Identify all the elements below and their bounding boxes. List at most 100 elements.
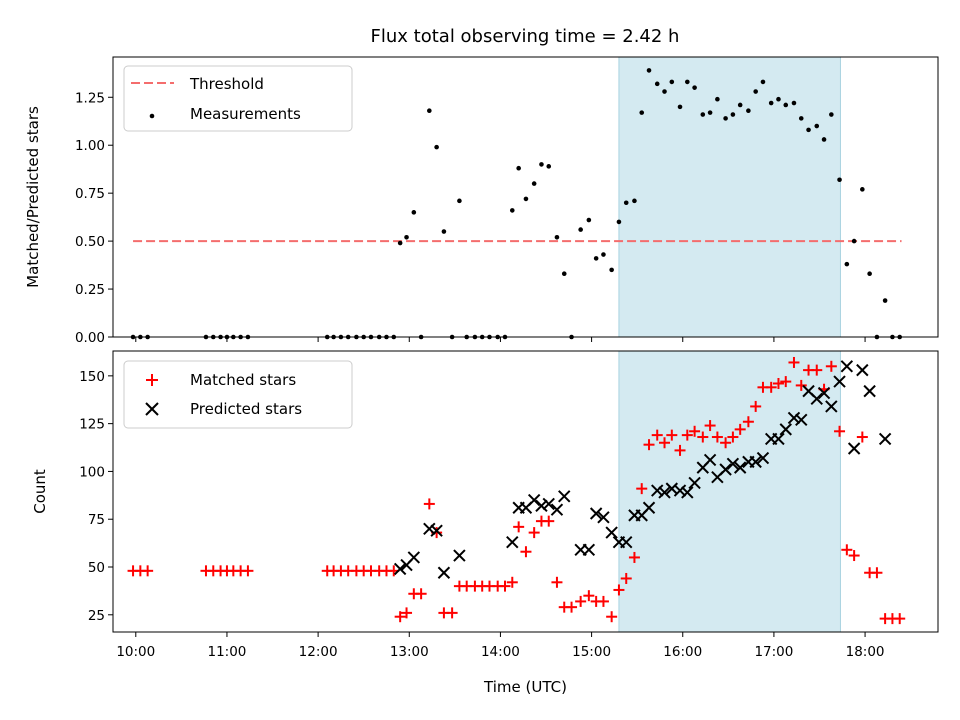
predicted-star-marker [423,522,436,535]
measurement-point [404,234,409,240]
matched-star-marker [551,576,563,588]
measurement-point [662,89,667,94]
predicted-star-marker [703,453,717,467]
x-tick-label: 18:00 [846,644,885,660]
measurement-point [411,210,417,215]
x-tick-label: 10:00 [116,644,155,660]
legend-matched-label: Matched stars [190,371,296,389]
measurement-point [669,79,675,85]
matched-star-marker [734,423,746,435]
matched-star-marker [446,607,458,619]
matched-star-marker [415,588,427,600]
measurement-point [685,79,690,85]
matched-star-marker [520,546,532,558]
predicted-star-marker [651,484,664,497]
measurement-point [677,104,683,110]
matched-star-marker [689,425,701,437]
y-tick-label: 50 [88,560,105,576]
measurement-point [746,108,751,113]
measurement-point [561,271,567,277]
predicted-star-marker [878,432,892,446]
y-axis-label-top: Matched/Predicted stars [24,106,42,288]
measurement-point [509,208,515,213]
matched-star-marker [613,584,625,596]
matched-star-marker [142,565,154,577]
measurement-point [776,96,781,102]
y-tick-label: 0.75 [75,186,105,202]
y-tick-label: 125 [79,417,105,433]
matched-star-marker [834,425,846,437]
measurement-point [457,198,462,204]
predicted-star-marker [856,363,869,377]
matched-star-marker [543,515,555,527]
matched-star-marker [711,431,723,443]
predicted-star-marker [558,490,571,503]
x-tick-label: 13:00 [390,644,429,660]
measurement-point [578,227,583,232]
predicted-star-marker [673,484,687,497]
measurement-point [715,96,720,102]
matched-star-marker [780,376,792,388]
measurement-point [593,256,599,261]
predicted-star-marker [453,549,466,562]
measurement-point [753,89,758,94]
matched-star-marker [765,381,777,393]
predicted-star-marker [582,543,596,557]
y-ticks-top: 0.00 0.25 0.50 0.75 1.00 1.25 [75,90,113,346]
matched-star-marker [681,429,693,441]
predicted-star-marker [719,463,732,476]
y-tick-label: 25 [88,608,105,624]
matched-star-marker [566,601,578,613]
matched-star-marker [597,595,609,607]
predicted-star-marker [688,476,701,490]
predicted-star-marker [535,499,548,513]
matched-star-marker [750,400,762,412]
observing-window-shade [618,350,841,633]
matched-star-marker [841,544,853,556]
y-tick-label: 150 [79,369,105,385]
measurement-point [441,229,447,234]
matched-star-points [127,356,906,625]
legend-box [123,360,353,429]
predicted-star-marker [437,566,451,579]
count-panel: 25 50 75 100 125 150 10:00 11:00 12:00 13:00 14:0… [31,350,939,696]
measurement-point [837,177,842,183]
measurement-point [586,217,592,223]
y-tick-label: 0.25 [75,282,105,298]
matched-star-marker [811,364,823,376]
y-axis-label-bottom: Count [31,469,49,514]
measurement-point [654,81,660,87]
predicted-star-marker [825,400,838,413]
matched-star-marker [620,572,632,584]
measurement-point [882,298,888,303]
measurement-point [768,100,774,106]
predicted-star-points [393,360,892,579]
matched-star-marker [848,550,860,562]
measurement-point [844,261,850,267]
x-tick-label: 16:00 [663,644,702,660]
predicted-star-marker [550,503,564,516]
matched-star-marker [720,437,732,449]
measurement-point [821,137,827,142]
measurement-point [397,240,403,246]
x-tick-label: 14:00 [481,644,520,660]
x-ticks-top [135,337,866,342]
predicted-star-marker [542,497,555,511]
legend-predicted-swatch [145,402,159,416]
matched-star-marker [727,431,739,443]
legend-top: Threshold Measurements [123,65,353,132]
predicted-star-marker [847,442,861,455]
y-tick-label: 75 [88,512,105,528]
y-ticks-bottom: 25 50 75 100 125 150 [79,369,113,624]
matched-star-marker [242,565,254,577]
measurement-point [609,267,614,273]
measurement-point [639,110,645,115]
measurement-point [646,68,652,73]
measurement-point [523,196,529,202]
predicted-star-marker [407,551,421,564]
x-axis-label: Time (UTC) [483,678,567,696]
predicted-star-marker [787,411,801,425]
legend-measurements-swatch [149,113,155,119]
measurement-point [434,144,439,150]
measurement-point [829,112,834,117]
